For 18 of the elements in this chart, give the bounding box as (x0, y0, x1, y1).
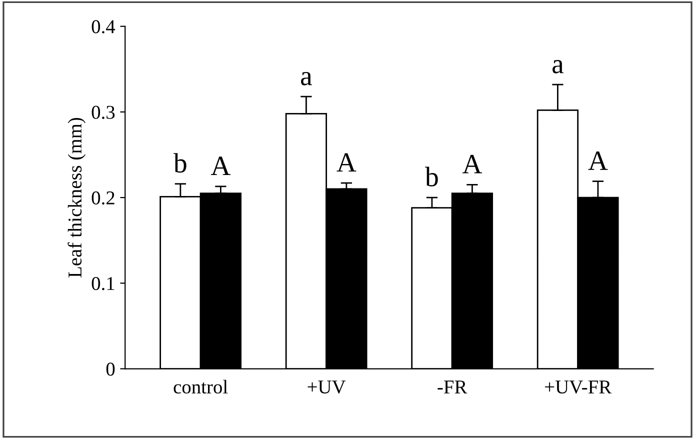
annotation: a (552, 60, 564, 74)
y-axis-title: Leaf thickness (mm) (68, 118, 86, 278)
x-tick-label: -FR (438, 380, 468, 394)
x-tick-label: +UV (308, 380, 346, 394)
y-tick-label: 0.4 (92, 20, 116, 34)
y-tick-label: 0.3 (92, 106, 115, 119)
y-tick-label: 0.2 (92, 191, 114, 205)
x-tick-label: control (174, 380, 228, 394)
annotation: A (210, 156, 231, 175)
annotation: b (425, 166, 438, 186)
annotation: A (462, 154, 482, 174)
x-tick-label: +UV-FR (545, 380, 612, 394)
annotation: b (173, 153, 186, 173)
annotation: A (336, 153, 356, 172)
annotation: A (588, 151, 608, 170)
y-tick-label: 0.1 (92, 276, 114, 290)
annotation: a (301, 72, 312, 86)
y-tick-label: 0 (106, 362, 115, 376)
